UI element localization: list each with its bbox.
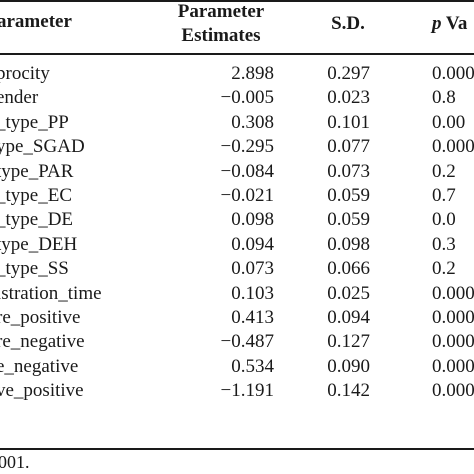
row-p-value: 0.8 [432,87,456,109]
row-parameter-name: ve_positive [0,380,84,402]
row-sd: 0.025 [327,282,370,304]
row-parameter-name: e_negative [0,355,79,377]
row-parameter-name: ender [0,87,39,109]
table-top-rule [0,0,474,2]
row-p-value: 0.3 [432,233,456,255]
row-estimate: −0.021 [220,184,274,206]
row-estimate: 0.308 [231,111,274,133]
row-estimate: 0.098 [231,209,274,231]
row-p-value: 0.000 [432,355,474,377]
header-p-rest: Va [441,13,468,34]
row-sd: 0.090 [327,355,370,377]
row-parameter-name: re_negative [0,331,85,353]
table-row: e_negative 0.534 0.090 0.000 [0,355,474,379]
row-sd: 0.066 [327,258,370,280]
row-estimate: 0.413 [231,306,274,328]
row-p-value: 0.000 [432,306,474,328]
table-row: _type_SS 0.073 0.066 0.2 [0,257,474,281]
row-p-value: 0.2 [432,258,456,280]
row-parameter-name: _type_EC [0,184,72,206]
table-row: ender −0.005 0.023 0.8 [0,86,474,110]
header-sd: S.D. [331,13,365,34]
row-parameter-name: istration_time [0,282,102,304]
row-estimate: 2.898 [231,63,274,84]
row-estimate: 0.073 [231,258,274,280]
row-parameter-name: _type_SS [0,258,69,280]
row-sd: 0.098 [327,233,370,255]
row-parameter-name: type_PAR [0,160,74,182]
row-p-value: 0.0 [432,209,456,231]
table-row: _type_EC −0.021 0.059 0.7 [0,184,474,208]
row-sd: 0.059 [327,184,370,206]
row-p-value: 0.7 [432,184,456,206]
row-p-value: 0.000 [432,331,474,353]
row-parameter-name: _type_PP [0,111,69,133]
header-estimates-line2: Estimates [181,25,261,46]
row-p-value: 0.000 [432,63,474,84]
row-estimate: 0.094 [231,233,274,255]
row-p-value: 0.2 [432,160,456,182]
row-estimate: −0.487 [220,331,274,353]
header-p-letter: p [432,13,442,34]
row-sd: 0.059 [327,209,370,231]
table-row: re_positive 0.413 0.094 0.000 [0,306,474,330]
row-sd: 0.077 [327,136,370,158]
header-p-value: p Va [432,12,467,36]
table-row: type_DEH 0.094 0.098 0.3 [0,233,474,257]
table-row: ype_SGAD −0.295 0.077 0.000 [0,135,474,159]
row-p-value: 0.000 [432,136,474,158]
table-row: ve_positive −1.191 0.142 0.000 [0,379,474,403]
table-header-rule [0,53,474,55]
table-row: type_PAR −0.084 0.073 0.2 [0,160,474,184]
table-body: procity 2.898 0.297 0.000 ender −0.005 0.023 0.… [0,62,474,403]
table-row: _type_PP 0.308 0.101 0.00 [0,111,474,135]
row-p-value: 0.000 [432,282,474,304]
row-parameter-name: ype_SGAD [0,136,85,158]
table-row: procity 2.898 0.297 0.000 [0,62,474,86]
table-row: istration_time 0.103 0.025 0.000 [0,282,474,306]
row-sd: 0.094 [327,306,370,328]
row-estimate: −1.191 [220,380,274,402]
row-sd: 0.101 [327,111,370,133]
row-estimate: 0.103 [231,282,274,304]
header-parameter-estimates: Parameter Estimates [168,0,274,48]
row-sd: 0.073 [327,160,370,182]
row-estimate: −0.005 [220,87,274,109]
row-estimate: −0.295 [220,136,274,158]
row-estimate: 0.534 [231,355,274,377]
row-sd: 0.023 [327,87,370,109]
row-sd: 0.127 [327,331,370,353]
table-footnote: 001. [0,452,30,472]
row-parameter-name: type_DEH [0,233,78,255]
table-row: re_negative −0.487 0.127 0.000 [0,330,474,354]
header-estimates-line1: Parameter [177,1,265,22]
row-parameter-name: _type_DE [0,209,74,231]
row-sd: 0.297 [327,63,370,84]
header-parameter: arameter [0,11,72,32]
table-bottom-rule [0,448,474,450]
row-estimate: −0.084 [220,160,274,182]
row-parameter-name: re_positive [0,306,81,328]
table-row: _type_DE 0.098 0.059 0.0 [0,208,474,232]
row-parameter-name: procity [0,63,50,84]
row-sd: 0.142 [327,380,370,402]
row-p-value: 0.00 [432,111,466,133]
row-p-value: 0.000 [432,380,474,402]
